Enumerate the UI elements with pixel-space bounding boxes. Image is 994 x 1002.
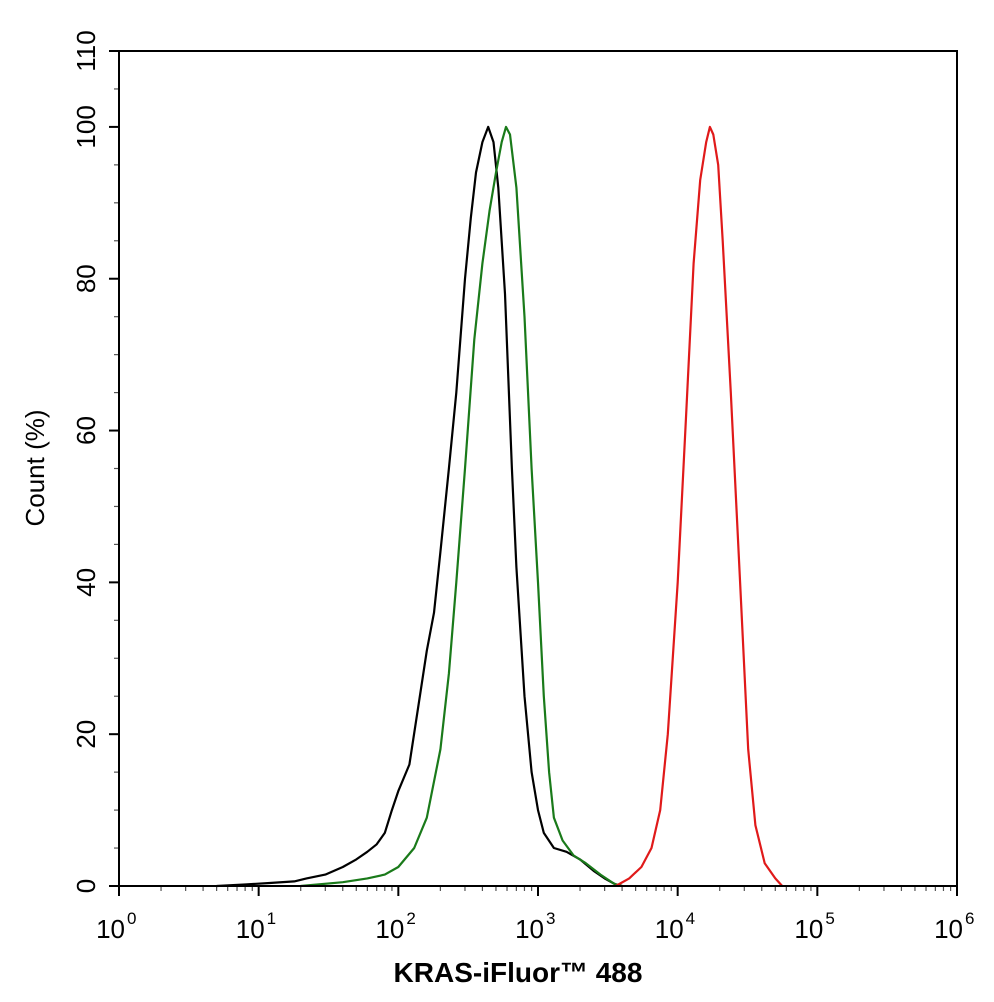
plot-frame — [118, 50, 958, 887]
y-tick-label: 40 — [71, 568, 101, 597]
x-tick-exponent: 2 — [406, 909, 415, 928]
series-line-1 — [216, 125, 623, 888]
y-tick-label: 80 — [71, 264, 101, 293]
y-tick-labels: 0 20 40 60 80 100 110 — [71, 30, 101, 893]
x-tick-exponent: 0 — [127, 909, 136, 928]
x-tick-label: 10 6 — [934, 909, 974, 944]
x-tick-base: 10 — [375, 914, 404, 944]
x-tick-base: 10 — [794, 914, 823, 944]
series-line-3 — [615, 125, 784, 887]
x-tick-labels: 10 0 10 1 10 2 10 3 10 4 10 5 10 6 — [96, 909, 974, 944]
series-line-2 — [300, 125, 623, 888]
x-tick-base: 10 — [934, 914, 963, 944]
x-tick-base: 10 — [655, 914, 684, 944]
y-tick-label: 110 — [71, 30, 101, 71]
major-ticks — [109, 50, 958, 896]
y-axis-label: Count (%) — [20, 409, 50, 526]
x-tick-label: 10 5 — [794, 909, 834, 944]
y-tick-label: 0 — [71, 879, 101, 893]
x-tick-label: 10 2 — [375, 909, 415, 944]
y-tick-label: 20 — [71, 720, 101, 749]
series-layer — [216, 125, 784, 888]
x-axis-label: KRAS-iFluor™ 488 — [394, 957, 643, 988]
x-tick-label: 10 4 — [655, 909, 695, 944]
x-tick-base: 10 — [236, 914, 265, 944]
x-tick-exponent: 6 — [965, 909, 974, 928]
x-tick-label: 10 3 — [515, 909, 555, 944]
x-tick-label: 10 1 — [236, 909, 276, 944]
x-tick-exponent: 5 — [825, 909, 834, 928]
x-tick-label: 10 0 — [96, 909, 136, 944]
x-tick-base: 10 — [96, 914, 125, 944]
y-tick-label: 100 — [71, 105, 101, 148]
x-tick-exponent: 4 — [686, 909, 695, 928]
x-tick-exponent: 3 — [546, 909, 555, 928]
x-tick-exponent: 1 — [267, 909, 276, 928]
y-tick-label: 60 — [71, 416, 101, 445]
x-tick-base: 10 — [515, 914, 544, 944]
